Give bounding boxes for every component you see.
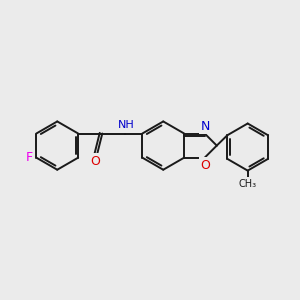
Text: NH: NH [118, 120, 134, 130]
Text: O: O [91, 155, 100, 168]
Text: O: O [200, 158, 210, 172]
Text: F: F [26, 151, 32, 164]
Text: CH₃: CH₃ [238, 179, 257, 189]
Text: N: N [201, 120, 210, 133]
